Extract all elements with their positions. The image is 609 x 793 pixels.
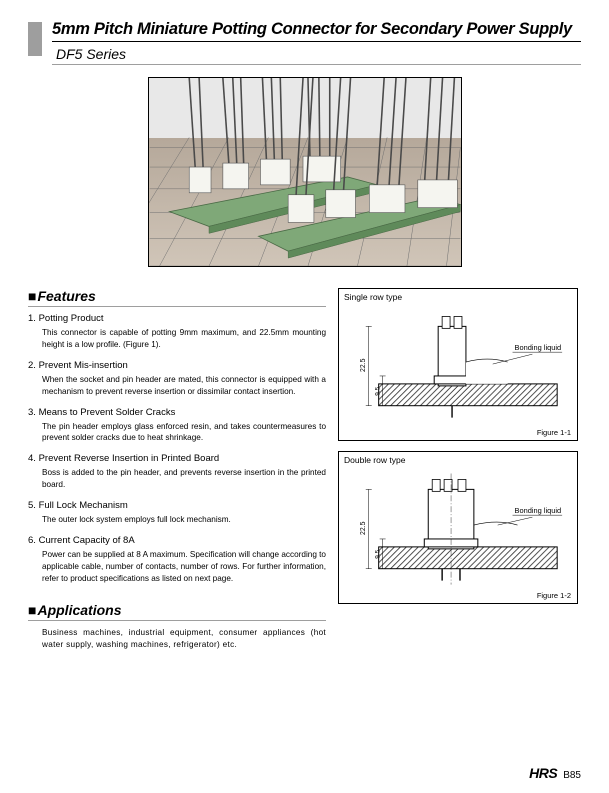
hero-image-wrap <box>28 77 581 272</box>
feature-num: 4. <box>28 453 36 464</box>
feature-name: Current Capacity of 8A <box>39 535 135 546</box>
left-column: Features 1. Potting Product This connect… <box>28 288 326 651</box>
feature-name: Potting Product <box>39 313 104 324</box>
feature-body: When the socket and pin header are mated… <box>28 374 326 398</box>
feature-name: Full Lock Mechanism <box>39 500 128 511</box>
diagram-stage: Bonding liquid 22.5 9.5 Figure 1-1 <box>339 302 577 440</box>
feature-title: 3. Means to Prevent Solder Cracks <box>28 407 326 418</box>
dim-9-5: 9.5 <box>375 549 382 558</box>
single-row-diagram: Single row type <box>338 288 578 441</box>
page-footer: HRS B85 <box>529 765 581 781</box>
feature-name: Prevent Mis-insertion <box>39 360 128 371</box>
hero-image <box>148 77 462 267</box>
feature-title: 1. Potting Product <box>28 313 326 324</box>
dim-9-5: 9.5 <box>375 386 382 395</box>
dim-22-5: 22.5 <box>360 358 367 372</box>
diagram-title: Single row type <box>339 289 577 302</box>
bonding-label: Bonding liquid <box>515 506 562 515</box>
header-marker-icon <box>28 22 42 56</box>
feature-item: 2. Prevent Mis-insertion When the socket… <box>28 360 326 398</box>
feature-item: 6. Current Capacity of 8A Power can be s… <box>28 535 326 585</box>
feature-name: Means to Prevent Solder Cracks <box>39 407 176 418</box>
right-column: Single row type <box>338 288 578 651</box>
footer-logo: HRS <box>529 765 557 781</box>
feature-num: 6. <box>28 535 36 546</box>
page-header: 5mm Pitch Miniature Potting Connector fo… <box>28 20 581 65</box>
feature-name: Prevent Reverse Insertion in Printed Boa… <box>39 453 220 464</box>
content-columns: Features 1. Potting Product This connect… <box>28 288 581 651</box>
feature-num: 5. <box>28 500 36 511</box>
feature-num: 3. <box>28 407 36 418</box>
applications-body: Business machines, industrial equipment,… <box>28 627 326 652</box>
footer-page-number: B85 <box>563 770 581 781</box>
feature-title: 6. Current Capacity of 8A <box>28 535 326 546</box>
feature-item: 3. Means to Prevent Solder Cracks The pi… <box>28 407 326 445</box>
feature-title: 4. Prevent Reverse Insertion in Printed … <box>28 453 326 464</box>
figure-label: Figure 1-1 <box>537 428 571 437</box>
applications-heading: Applications <box>28 602 326 621</box>
feature-num: 2. <box>28 360 36 371</box>
feature-body: The outer lock system employs full lock … <box>28 514 326 526</box>
figure-label: Figure 1-2 <box>537 591 571 600</box>
feature-body: This connector is capable of potting 9mm… <box>28 327 326 351</box>
feature-body: The pin header employs glass enforced re… <box>28 421 326 445</box>
feature-title: 2. Prevent Mis-insertion <box>28 360 326 371</box>
main-title: 5mm Pitch Miniature Potting Connector fo… <box>52 20 581 42</box>
bonding-label: Bonding liquid <box>515 343 562 352</box>
feature-item: 4. Prevent Reverse Insertion in Printed … <box>28 453 326 491</box>
double-row-diagram: Double row type <box>338 451 578 604</box>
feature-item: 5. Full Lock Mechanism The outer lock sy… <box>28 500 326 526</box>
header-titles: 5mm Pitch Miniature Potting Connector fo… <box>52 20 581 65</box>
features-heading: Features <box>28 288 326 307</box>
feature-num: 1. <box>28 313 36 324</box>
dim-22-5: 22.5 <box>360 521 367 535</box>
series-title: DF5 Series <box>52 42 581 65</box>
feature-title: 5. Full Lock Mechanism <box>28 500 326 511</box>
diagram-stage: Bonding liquid 22.5 9.5 Figure 1-2 <box>339 465 577 603</box>
feature-body: Power can be supplied at 8 A maximum. Sp… <box>28 549 326 585</box>
diagram-title: Double row type <box>339 452 577 465</box>
feature-body: Boss is added to the pin header, and pre… <box>28 467 326 491</box>
feature-item: 1. Potting Product This connector is cap… <box>28 313 326 351</box>
